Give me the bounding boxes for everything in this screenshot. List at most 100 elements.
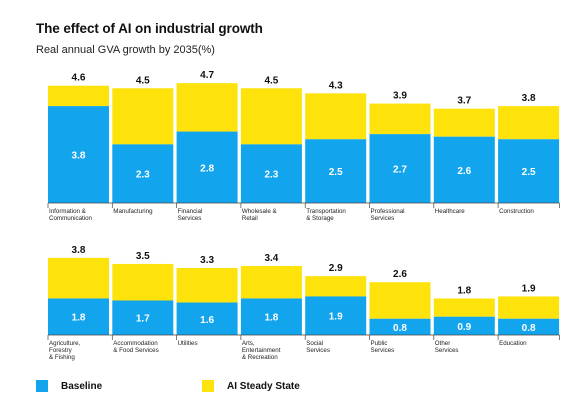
baseline-value-label: 2.6 — [457, 166, 471, 177]
total-value-label: 1.9 — [522, 283, 536, 294]
bar-ai-steady-state — [176, 83, 238, 132]
total-value-label: 4.5 — [264, 75, 278, 86]
baseline-value-label: 1.9 — [329, 312, 343, 323]
total-value-label: 3.4 — [264, 253, 278, 264]
category-label: Public — [371, 340, 388, 347]
baseline-value-label: 2.7 — [393, 165, 407, 176]
total-value-label: 3.9 — [393, 91, 407, 102]
baseline-value-label: 2.8 — [200, 163, 214, 174]
baseline-value-label: 1.8 — [264, 313, 278, 324]
total-value-label: 2.9 — [329, 263, 343, 274]
category-label: Communication — [49, 215, 93, 222]
category-label: Arts, — [242, 340, 255, 347]
bar-baseline — [48, 106, 109, 203]
total-value-label: 3.8 — [522, 93, 536, 104]
legend-ai-label: AI Steady State — [227, 380, 300, 392]
baseline-value-label: 2.3 — [264, 170, 278, 181]
category-label: Manufacturing — [113, 208, 153, 215]
category-label: Social — [306, 340, 323, 347]
category-label: Education — [499, 340, 527, 347]
baseline-value-label: 0.9 — [457, 322, 471, 333]
total-value-label: 4.6 — [72, 73, 86, 84]
category-label: Services — [435, 347, 459, 354]
category-label: Services — [178, 215, 202, 222]
bar-ai-steady-state — [305, 93, 367, 140]
total-value-label: 3.3 — [200, 255, 214, 266]
category-label: Retail — [242, 215, 258, 222]
total-value-label: 4.5 — [136, 75, 150, 86]
total-value-label: 3.8 — [72, 245, 86, 256]
bar-ai-steady-state — [498, 296, 560, 319]
bar-baseline — [176, 302, 238, 335]
bar-ai-steady-state — [240, 265, 302, 299]
bar-baseline — [498, 318, 560, 335]
bar-baseline — [369, 134, 431, 203]
category-label: Information & — [49, 208, 87, 215]
bar-baseline — [498, 139, 560, 203]
baseline-value-label: 1.6 — [200, 315, 214, 326]
category-label: Agriculture, — [49, 340, 81, 347]
legend-baseline: Baseline — [36, 380, 102, 392]
baseline-value-label: 2.3 — [136, 170, 150, 181]
bar-baseline — [240, 298, 302, 335]
bar-baseline — [48, 298, 109, 335]
bar-ai-steady-state — [369, 282, 431, 319]
category-label: Services — [371, 215, 395, 222]
category-label: & Food Services — [113, 347, 158, 354]
bar-ai-steady-state — [112, 88, 174, 145]
category-label: & Storage — [306, 215, 334, 222]
bar-baseline — [112, 144, 174, 203]
chart-title: The effect of AI on industrial growth — [36, 21, 263, 36]
bar-ai-steady-state — [48, 85, 109, 107]
category-label: Other — [435, 340, 450, 347]
total-value-label: 3.5 — [136, 251, 150, 262]
category-label: & Recreation — [242, 354, 278, 361]
bar-ai-steady-state — [498, 106, 560, 140]
baseline-value-label: 0.8 — [522, 323, 536, 334]
bar-ai-steady-state — [176, 268, 238, 303]
category-label: Utilities — [178, 340, 198, 347]
bar-ai-steady-state — [305, 276, 367, 297]
baseline-value-label: 1.7 — [136, 314, 150, 325]
category-label: Financial — [178, 208, 203, 215]
total-value-label: 1.8 — [457, 285, 471, 296]
bar-ai-steady-state — [240, 88, 302, 145]
legend-ai-swatch — [202, 380, 214, 392]
bar-ai-steady-state — [112, 263, 174, 301]
bar-baseline — [369, 318, 431, 335]
bar-baseline — [240, 144, 302, 203]
category-label: Entertainment — [242, 347, 281, 354]
baseline-value-label: 3.8 — [72, 151, 86, 162]
chart-subtitle: Real annual GVA growth by 2035(%) — [36, 44, 215, 56]
baseline-value-label: 0.8 — [393, 323, 407, 334]
bar-ai-steady-state — [369, 103, 431, 135]
category-label: Construction — [499, 208, 534, 215]
bar-baseline — [433, 136, 495, 203]
category-label: Services — [371, 347, 395, 354]
category-label: Services — [306, 347, 330, 354]
bar-baseline — [305, 296, 367, 335]
category-label: Forestry — [49, 347, 73, 354]
legend-baseline-label: Baseline — [61, 380, 103, 392]
category-label: Healthcare — [435, 208, 465, 215]
total-value-label: 2.6 — [393, 269, 407, 280]
bar-ai-steady-state — [433, 298, 495, 317]
bar-baseline — [176, 131, 238, 203]
category-label: Professional — [371, 208, 405, 215]
category-label: Wholesale & — [242, 208, 278, 215]
baseline-value-label: 2.5 — [522, 167, 536, 178]
baseline-value-label: 1.8 — [72, 313, 86, 324]
legend-ai: AI Steady State — [202, 380, 300, 392]
category-label: & Fishing — [49, 354, 75, 361]
baseline-value-label: 2.5 — [329, 167, 343, 178]
total-value-label: 3.7 — [457, 96, 471, 107]
bar-ai-steady-state — [433, 108, 495, 137]
category-label: Transportation — [306, 208, 346, 215]
category-label: Accommodation — [113, 340, 158, 347]
legend-baseline-swatch — [36, 380, 48, 392]
bar-baseline — [112, 300, 174, 335]
total-value-label: 4.7 — [200, 70, 214, 81]
bar-baseline — [305, 139, 367, 203]
